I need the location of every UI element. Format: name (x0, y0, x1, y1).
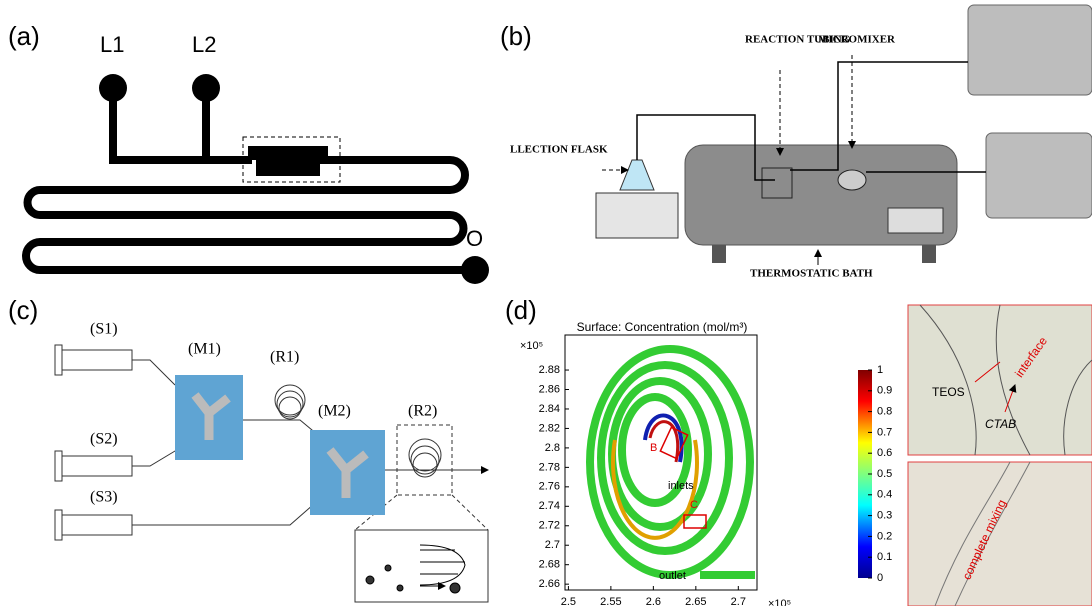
y-tick-label: 2.82 (539, 422, 560, 434)
axis-exponent: ×10⁵ (768, 598, 791, 606)
y-tick-label: 2.8 (545, 442, 560, 454)
y-tick-label: 2.88 (539, 364, 560, 376)
plot-title: Surface: Concentration (mol/m³) (577, 320, 748, 334)
colorbar-tick-label: 1 (877, 364, 883, 376)
panel-d: (d) Surface: Concentration (mol/m³) ×10⁵… (505, 295, 1092, 606)
x-tick-label: 2.7 (731, 596, 746, 606)
annotation: B (650, 442, 657, 454)
label: MICROMIXER (818, 34, 896, 46)
label: (S1) (90, 321, 118, 338)
x-tick-label: 2.5 (561, 596, 576, 606)
figure: (a) L1 L2 O (b) REACTION TUBING MICROMIX… (0, 0, 1092, 606)
y-tick-label: 2.68 (539, 559, 560, 571)
annotation: inlets (668, 480, 694, 492)
label: THERMOSTATIC BATH (750, 268, 873, 280)
colorbar-tick-label: 0 (877, 572, 883, 584)
label: (S3) (90, 489, 118, 506)
axis-exponent: ×10⁵ (520, 340, 543, 352)
y-tick-label: 2.72 (539, 520, 560, 532)
photo (908, 305, 1092, 455)
panel-b: (b) REACTION TUBING MICROMIXER LLECTION … (500, 5, 1092, 280)
stirrer (596, 193, 678, 238)
annotation: outlet (659, 570, 686, 582)
colorbar-tick-label: 0.9 (877, 385, 892, 397)
colorbar-tick-label: 0.7 (877, 426, 892, 438)
y-tick-label: 2.86 (539, 383, 560, 395)
y-tick-label: 2.7 (545, 539, 560, 551)
label: (M1) (188, 341, 221, 358)
annotation: C (690, 499, 698, 511)
panel-label: (a) (8, 21, 40, 51)
y-tick-label: 2.74 (539, 500, 560, 512)
leg (712, 245, 726, 263)
outlet-label: O (466, 226, 483, 251)
mixer (838, 170, 866, 190)
flask (620, 160, 654, 190)
label: (R2) (408, 403, 437, 420)
label: (R1) (270, 349, 299, 366)
panel-label: (b) (500, 21, 532, 51)
colorbar-tick-label: 0.3 (877, 510, 892, 522)
pump (968, 5, 1092, 95)
colorbar-tick-label: 0.5 (877, 468, 892, 480)
photo-label: TEOS (932, 385, 965, 399)
pump (986, 133, 1092, 218)
colorbar-tick-label: 0.2 (877, 530, 892, 542)
panel-label: (c) (8, 295, 38, 325)
display (888, 208, 943, 233)
leg (922, 245, 936, 263)
panel-a: (a) L1 L2 O (8, 21, 489, 284)
colorbar-tick-label: 0.6 (877, 447, 892, 459)
label: LLECTION FLASK (510, 144, 608, 156)
photo (908, 462, 1092, 606)
label: (M2) (318, 403, 351, 420)
x-tick-label: 2.65 (685, 596, 706, 606)
syringes (55, 345, 488, 602)
x-tick-label: 2.6 (646, 596, 661, 606)
y-tick-label: 2.66 (539, 578, 560, 590)
y-tick-label: 2.78 (539, 461, 560, 473)
photo-label: CTAB (985, 417, 1016, 431)
colorbar-tick-label: 0.8 (877, 406, 892, 418)
y-tick-label: 2.84 (539, 403, 560, 415)
colorbar-tick-label: 0.4 (877, 489, 892, 501)
channel (26, 88, 475, 270)
panel-label: (d) (505, 295, 537, 325)
label: (S2) (90, 431, 118, 448)
flow-inset (366, 545, 465, 593)
colorbar-tick-label: 0.1 (877, 551, 892, 563)
x-tick-label: 2.55 (600, 596, 621, 606)
inlet-label: L2 (192, 32, 216, 57)
inlet-label: L1 (100, 32, 124, 57)
y-tick-label: 2.76 (539, 481, 560, 493)
outlet (461, 256, 489, 284)
panel-c: (c) (S1) (S2) (S3) (M1) (M2) (R1) (R2) (8, 295, 488, 602)
